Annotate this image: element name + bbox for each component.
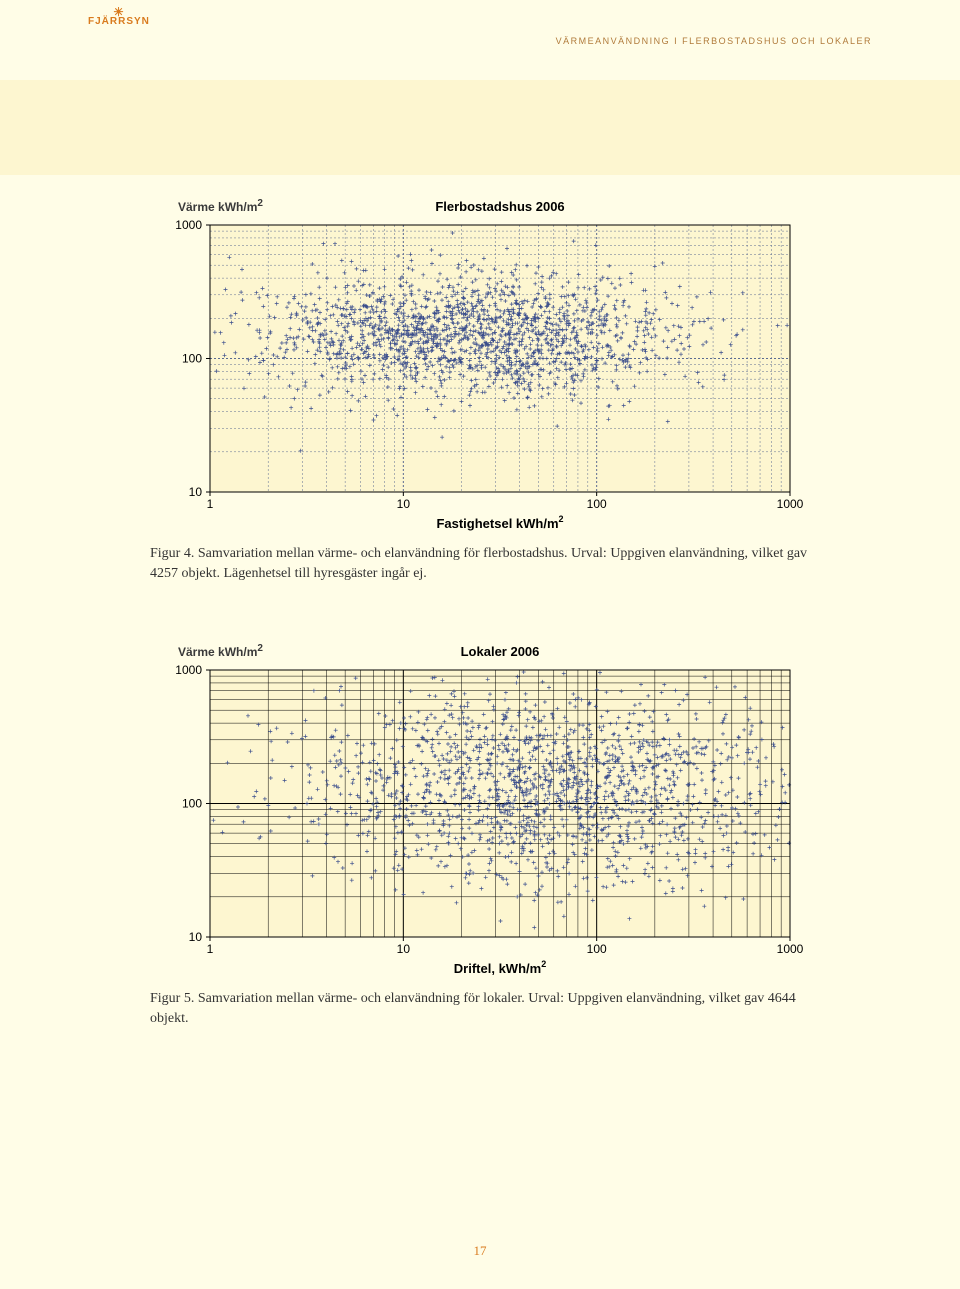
- figure-5-block: Värme kWh/m2 Lokaler 2006 10 100 1000 1 10 100…: [150, 640, 810, 1030]
- svg-text:10: 10: [189, 485, 203, 499]
- header-band: [0, 80, 960, 175]
- figure-4-block: Värme kWh/m2 Flerbostadshus 2006 10 100 100…: [150, 195, 810, 585]
- figure-5-caption: Figur 5. Samvariation mellan värme- och …: [150, 989, 810, 1030]
- brand-logo: ☀ FJÄRRSYN: [88, 8, 150, 27]
- svg-text:Lokaler 2006: Lokaler 2006: [461, 644, 540, 659]
- svg-text:100: 100: [587, 497, 607, 511]
- svg-text:1: 1: [207, 942, 214, 956]
- svg-text:1000: 1000: [777, 942, 804, 956]
- svg-text:1000: 1000: [175, 663, 202, 677]
- svg-text:100: 100: [182, 797, 202, 811]
- svg-text:Driftel, kWh/m2: Driftel, kWh/m2: [454, 959, 546, 976]
- chart1-y-axis-label: Värme kWh/m2: [178, 198, 263, 214]
- svg-text:1000: 1000: [777, 497, 804, 511]
- svg-text:Flerbostadshus 2006: Flerbostadshus 2006: [435, 199, 564, 214]
- chart2-svg: Lokaler 2006 10 100 1000 1 10 100 1000 Driftel, …: [150, 640, 810, 985]
- svg-text:10: 10: [397, 497, 411, 511]
- svg-text:10: 10: [189, 930, 203, 944]
- svg-text:1000: 1000: [175, 218, 202, 232]
- chart2-y-axis-label: Värme kWh/m2: [178, 643, 263, 659]
- figure-4-caption: Figur 4. Samvariation mellan värme- och …: [150, 544, 810, 585]
- brand-text: FJÄRRSYN: [88, 16, 150, 27]
- sun-icon: ☀: [88, 8, 150, 16]
- svg-text:100: 100: [182, 352, 202, 366]
- svg-text:10: 10: [397, 942, 411, 956]
- svg-text:Fastighetsel kWh/m2: Fastighetsel kWh/m2: [436, 514, 563, 531]
- running-header: VÄRMEANVÄNDNING I FLERBOSTADSHUS OCH LOK…: [556, 36, 872, 46]
- page-number: 17: [0, 1243, 960, 1259]
- svg-text:100: 100: [587, 942, 607, 956]
- chart1-svg: Flerbostadshus 2006 10 100 1000 1 10 100 1000 Fa…: [150, 195, 810, 540]
- page: ☀ FJÄRRSYN VÄRMEANVÄNDNING I FLERBOSTADS…: [0, 0, 960, 1289]
- svg-text:1: 1: [207, 497, 214, 511]
